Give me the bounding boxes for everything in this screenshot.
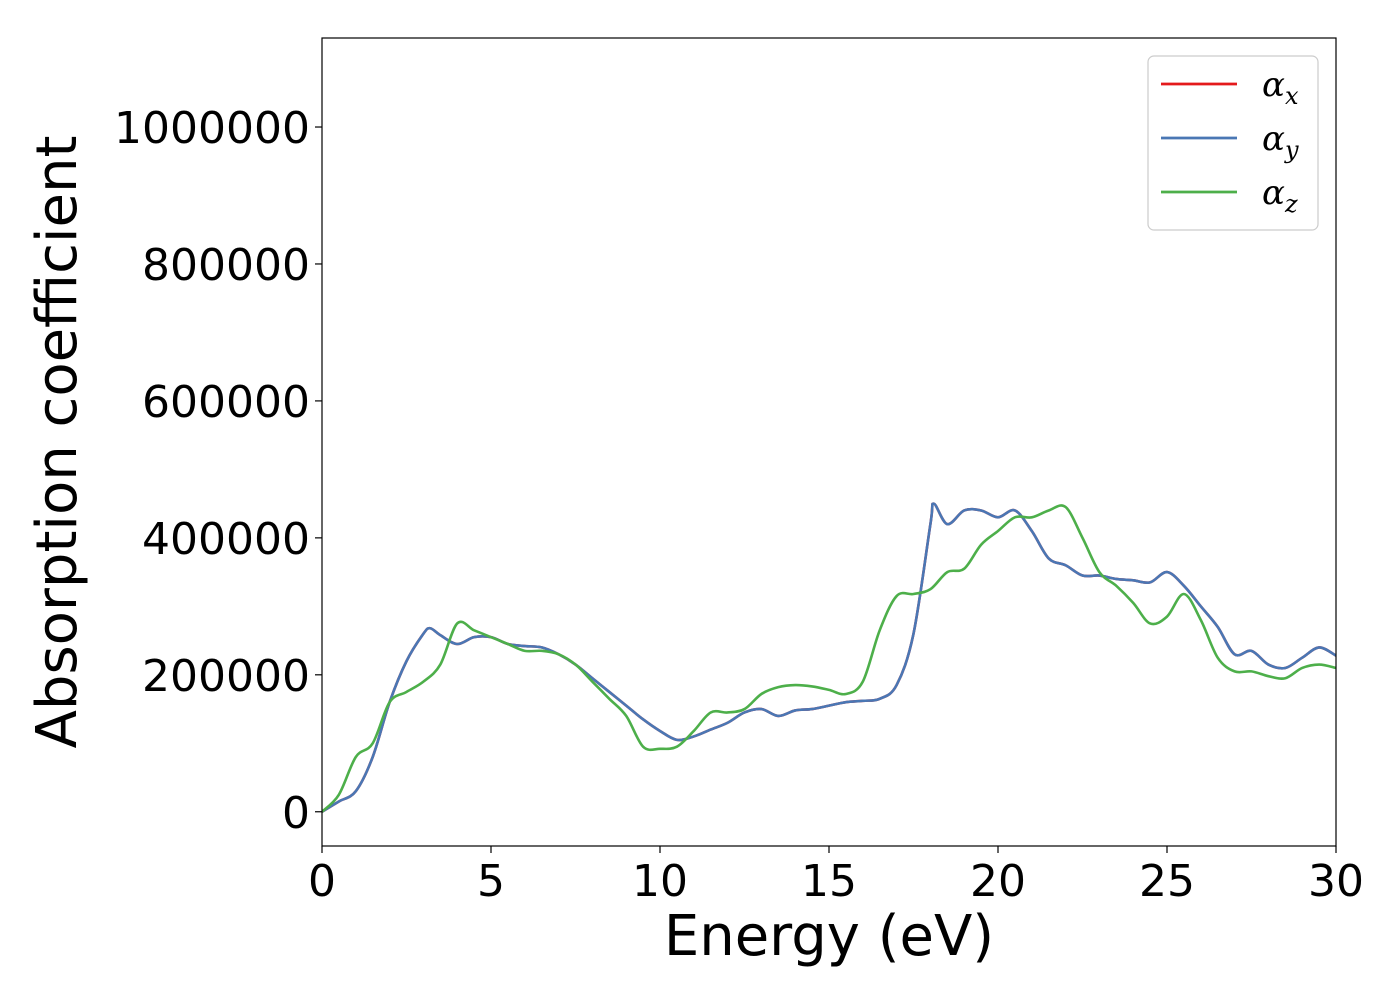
legend-label-x: αx [1262,65,1299,110]
y-tick-label: 200000 [142,651,310,702]
legend-label-y: αy [1262,119,1299,164]
y-tick-label: 600000 [142,377,310,428]
legend-box [1147,55,1319,231]
x-tick-label: 30 [1308,856,1364,907]
ticks-layer: 0 5 10 15 20 25 30 0 200000 400000 600000 800000 100… [114,103,1364,907]
x-tick-label: 0 [308,856,336,907]
x-axis-label: Energy (eV) [664,904,994,969]
x-tick-label: 15 [801,856,857,907]
x-tick-label: 5 [477,856,505,907]
series-line-y [322,502,1336,813]
legend-label-z: αz [1262,173,1298,218]
series-layer [322,502,1336,813]
y-tick-label: 800000 [142,240,310,291]
x-tick-label: 25 [1139,856,1195,907]
y-tick-label: 0 [282,788,310,839]
y-tick-label: 400000 [142,514,310,565]
y-axis-label: Absorption coefficient [25,136,90,749]
legend: αx αy αz [1147,55,1319,231]
x-tick-label: 20 [970,856,1026,907]
y-tick-label: 1000000 [114,103,310,154]
x-tick-label: 10 [632,856,688,907]
series-line-z [322,504,1336,813]
